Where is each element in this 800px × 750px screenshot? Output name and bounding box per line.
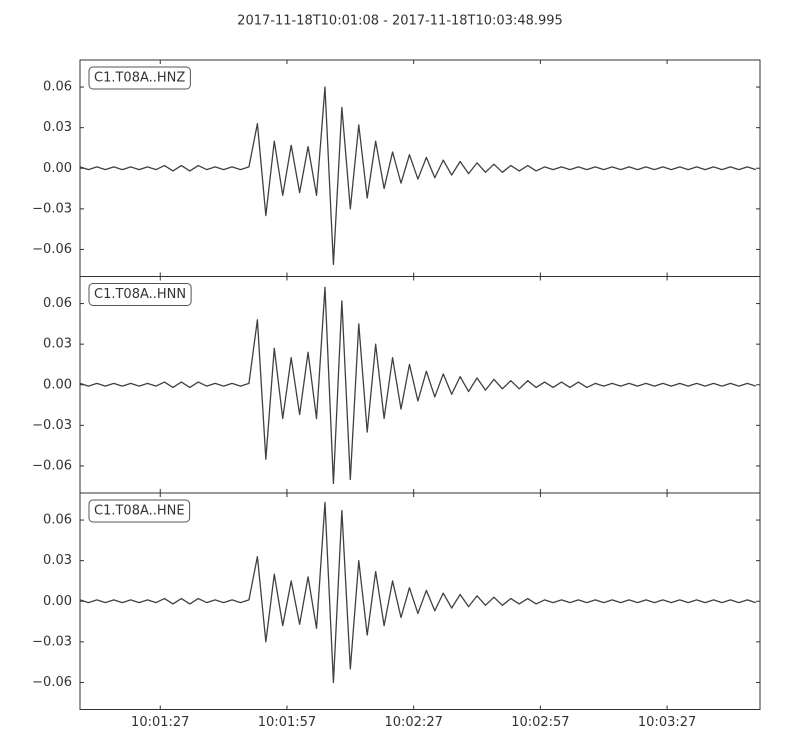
- chart-title: 2017-11-18T10:01:08 - 2017-11-18T10:03:4…: [237, 14, 563, 29]
- y-tick-label: 0.06: [43, 80, 72, 95]
- x-tick-label: 10:01:57: [258, 715, 316, 730]
- waveform: [79, 286, 756, 485]
- x-tick-label: 10:02:27: [384, 715, 442, 730]
- y-tick-label: 0.03: [43, 120, 72, 135]
- y-tick-label: −0.06: [32, 458, 72, 473]
- waveform: [79, 501, 756, 684]
- legend-box: [88, 499, 191, 523]
- waveform: [79, 86, 756, 265]
- legend-label: C1.T08A..HNN: [94, 287, 186, 302]
- y-tick-label: 0.06: [43, 296, 72, 311]
- y-tick-label: 0.00: [43, 594, 72, 609]
- y-tick-label: 0.00: [43, 161, 72, 176]
- y-tick-label: −0.06: [32, 675, 72, 690]
- x-tick-label: 10:03:27: [638, 715, 696, 730]
- panel-frame: [79, 492, 761, 710]
- legend-box: [88, 283, 192, 306]
- y-tick-label: −0.03: [32, 418, 72, 433]
- legend-box: [88, 66, 191, 90]
- x-tick-label: 10:01:27: [131, 715, 189, 730]
- y-tick-label: 0.00: [43, 377, 72, 392]
- x-tick-label: 10:02:57: [511, 715, 569, 730]
- y-tick-label: −0.03: [32, 201, 72, 216]
- y-tick-label: −0.03: [32, 634, 72, 649]
- y-tick-label: 0.06: [43, 513, 72, 528]
- legend-label: C1.T08A..HNE: [94, 504, 185, 519]
- legend-label: C1.T08A..HNZ: [94, 71, 185, 86]
- y-tick-label: 0.03: [43, 553, 72, 568]
- y-tick-label: 0.03: [43, 337, 72, 352]
- y-tick-label: −0.06: [32, 242, 72, 257]
